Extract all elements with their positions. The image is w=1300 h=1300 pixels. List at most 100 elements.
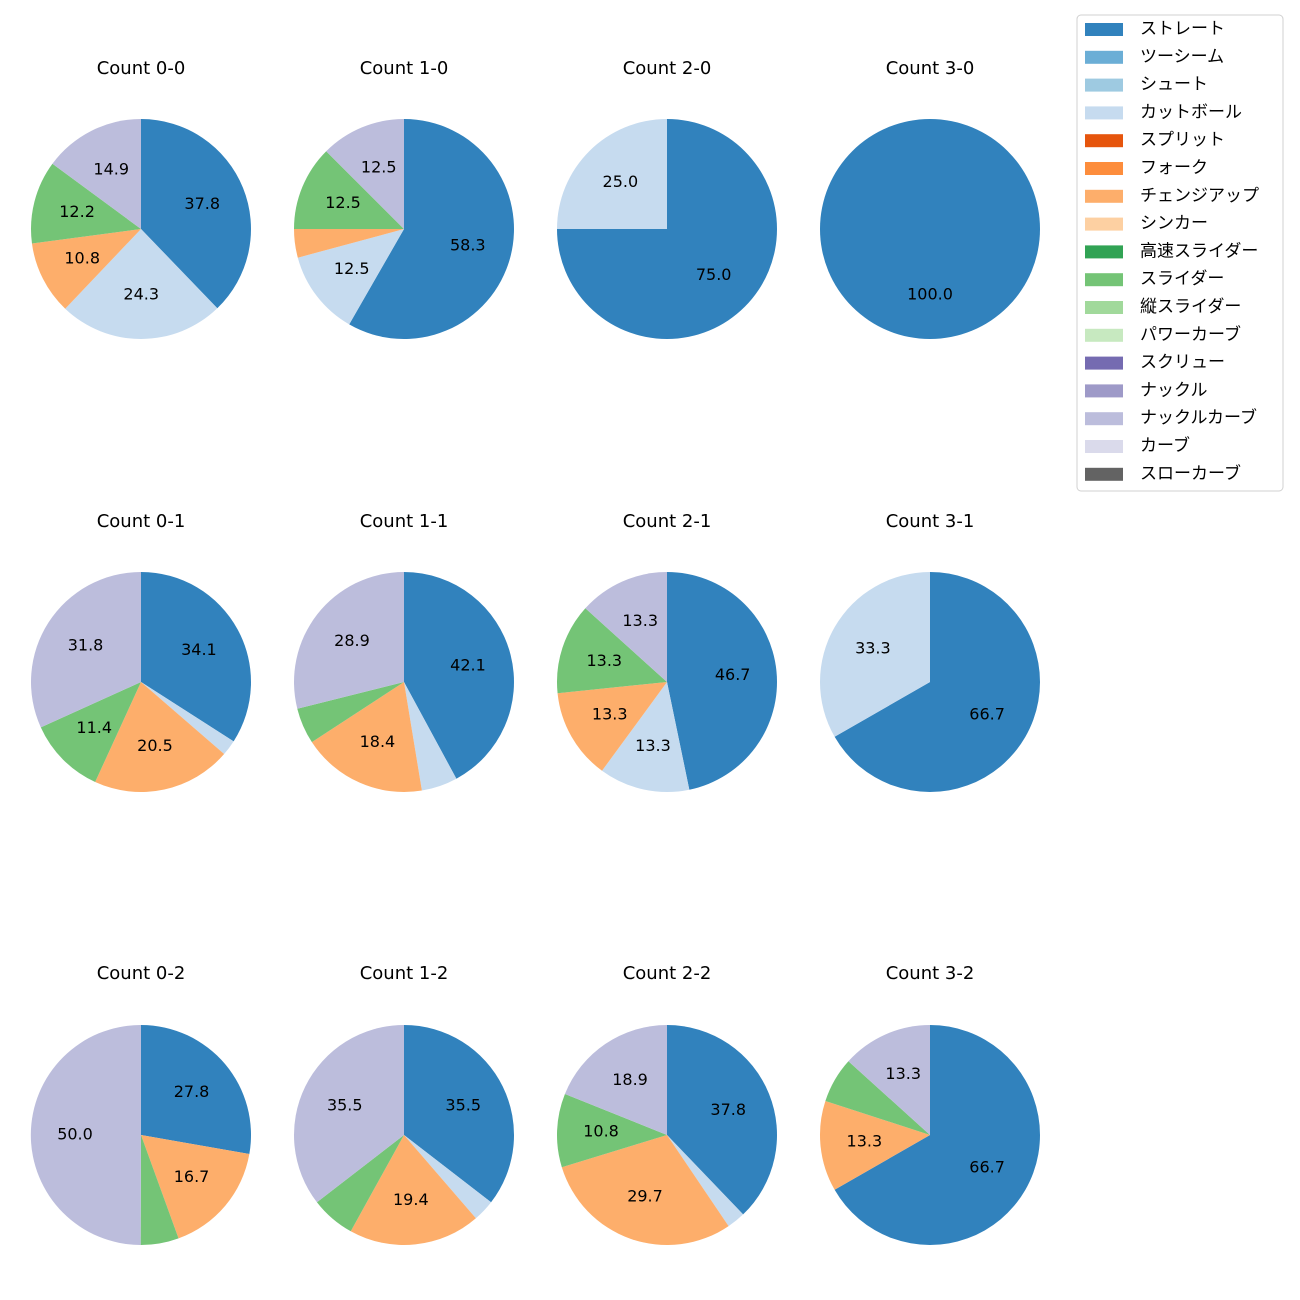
pie-slice-label: 10.8 <box>583 1122 619 1141</box>
pie-slice-label: 20.5 <box>137 736 173 755</box>
pie-slice <box>65 229 218 339</box>
pie-slice-label: 19.4 <box>393 1190 429 1209</box>
pie-slice <box>564 1025 667 1135</box>
pie-slice <box>819 1101 930 1190</box>
pie-count-0-1: Count 0-1 34.1 20.5 11.4 31.8 <box>31 511 252 792</box>
pie-slice-label: 13.3 <box>592 704 628 723</box>
pie-slice <box>825 1061 930 1135</box>
pie-slice-label: 50.0 <box>57 1124 93 1143</box>
pie-slice-label: 10.8 <box>64 248 100 267</box>
pie-slice <box>556 1093 667 1168</box>
pie-count-3-0: Count 3-0 100.0 <box>820 58 1040 339</box>
pie-slice-label: 25.0 <box>603 172 639 191</box>
pie-slice <box>293 1025 404 1203</box>
legend-swatch <box>1085 273 1123 287</box>
pie-slice-label: 18.4 <box>360 732 396 751</box>
pie-slice-label: 12.2 <box>59 202 95 221</box>
pie-slice <box>602 682 690 793</box>
legend-label: ナックルカーブ <box>1140 407 1257 428</box>
legend-label: ナックル <box>1140 380 1208 400</box>
pie-count-3-1: Count 3-1 66.7 33.3 <box>819 511 1040 792</box>
legend-swatch <box>1085 412 1123 426</box>
pie-slice <box>297 682 404 743</box>
legend-swatch <box>1085 467 1123 481</box>
legend-swatch <box>1085 189 1123 203</box>
legend: ストレートツーシームシュートカットボールスプリットフォークチェンジアップシンカー… <box>1076 14 1284 492</box>
pie-slice <box>585 572 667 682</box>
pie-slice <box>31 163 142 244</box>
pie-slice <box>40 682 141 782</box>
pie-title: Count 1-2 <box>360 963 449 984</box>
legend-label: チェンジアップ <box>1140 186 1259 206</box>
pie-slice <box>820 119 1040 339</box>
legend-swatch <box>1085 106 1123 120</box>
pie-slice-label: 34.1 <box>181 640 217 659</box>
legend-label: カットボール <box>1140 102 1242 122</box>
legend-frame <box>1076 14 1284 492</box>
pie-slice-label: 12.5 <box>334 259 370 278</box>
legend-label: スライダー <box>1140 269 1224 289</box>
pie-count-3-2: Count 3-2 66.7 13.3 13.3 <box>819 963 1040 1245</box>
legend-label: シンカー <box>1140 214 1208 234</box>
legend-label: ストレート <box>1140 19 1225 39</box>
pie-slice <box>95 682 225 792</box>
pie-title: Count 2-1 <box>623 511 712 532</box>
pie-slice <box>311 682 422 793</box>
legend-label: シュート <box>1140 75 1208 95</box>
legend-label: ツーシーム <box>1140 47 1224 67</box>
pie-slice <box>561 1135 729 1246</box>
pie-slice-label: 13.3 <box>885 1064 921 1083</box>
legend-label: フォーク <box>1140 158 1208 178</box>
pie-slice-label: 100.0 <box>907 285 953 304</box>
legend-swatch <box>1085 78 1123 92</box>
pie-slice <box>30 1025 141 1245</box>
pie-title: Count 3-2 <box>886 963 975 984</box>
pie-slice-label: 29.7 <box>627 1187 663 1206</box>
pie-slice-label: 11.4 <box>76 718 112 737</box>
pie-count-2-1: Count 2-1 46.7 13.3 13.3 13.3 13.3 <box>556 511 778 793</box>
pie-slice-label: 13.3 <box>635 736 671 755</box>
pie-slice <box>819 572 930 737</box>
pie-slice-label: 35.5 <box>327 1095 363 1114</box>
pie-title: Count 0-2 <box>97 963 186 984</box>
pie-slice <box>141 1135 250 1239</box>
pie-slice <box>52 119 141 229</box>
pie-slice-label: 58.3 <box>450 236 486 255</box>
pie-count-1-2: Count 1-2 35.5 19.4 35.5 <box>293 963 515 1245</box>
pie-slice-label: 16.7 <box>174 1167 210 1186</box>
pie-slice <box>141 572 252 742</box>
pie-slice-label: 35.5 <box>445 1095 481 1114</box>
pie-slice <box>141 119 251 309</box>
pie-count-0-2: Count 0-2 27.8 16.7 50.0 <box>30 963 252 1246</box>
pie-slice-label: 28.9 <box>334 631 370 650</box>
pie-slice-label: 13.3 <box>586 651 622 670</box>
pie-slice <box>404 572 514 779</box>
pie-slice-label: 75.0 <box>696 265 732 284</box>
pie-slice-label: 31.8 <box>68 636 104 655</box>
pie-slice <box>556 608 667 694</box>
pie-slice-label: 18.9 <box>612 1070 648 1089</box>
legend-swatch <box>1085 356 1123 370</box>
pie-slice-label: 33.3 <box>855 638 891 657</box>
pie-slice-label: 13.3 <box>622 611 658 630</box>
pie-slice <box>349 119 514 339</box>
pie-title: Count 1-1 <box>360 511 449 532</box>
legend-swatch <box>1085 440 1123 453</box>
pie-slice-label: 12.5 <box>361 158 397 177</box>
pie-title: Count 1-0 <box>360 58 449 79</box>
legend-label: スプリット <box>1140 130 1225 150</box>
legend-label: 縦スライダー <box>1140 297 1241 317</box>
pie-slice <box>31 229 141 309</box>
legend-swatch <box>1085 301 1123 314</box>
pie-slice <box>31 572 142 728</box>
pie-slice <box>667 1135 744 1227</box>
legend-swatch <box>1085 217 1123 231</box>
pie-title: Count 3-1 <box>886 511 975 532</box>
pie-slice <box>326 119 404 229</box>
pie-slice <box>848 1025 930 1135</box>
pie-slice-label: 66.7 <box>969 705 1005 724</box>
pie-slice <box>834 1025 1040 1245</box>
pie-count-1-0: Count 1-058.312.512.512.5 <box>294 58 514 339</box>
pie-slice <box>141 1025 252 1155</box>
pie-slice-label: 37.8 <box>184 194 220 213</box>
